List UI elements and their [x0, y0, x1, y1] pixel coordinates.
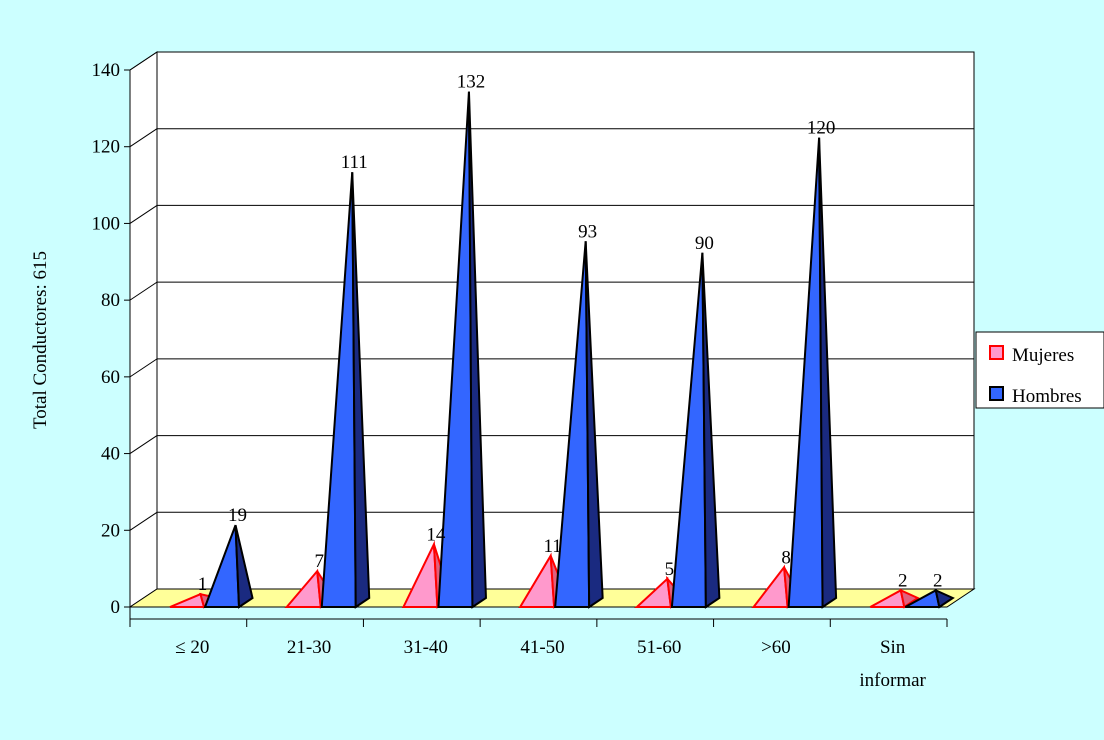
data-label-hombres-sin-informar: 2	[933, 570, 943, 591]
bar-side-face	[467, 91, 487, 609]
x-tick-label-41-50: 41-50	[520, 637, 564, 658]
x-tick-label-51-60: 51-60	[637, 637, 681, 658]
bar-side-face	[818, 137, 838, 609]
y-tick-label: 140	[92, 60, 121, 81]
y-tick-label: 20	[101, 520, 120, 541]
gridline-side	[129, 358, 158, 378]
legend-swatch-hombres	[989, 386, 1004, 401]
gridline-side	[129, 511, 158, 531]
y-tick-label: 80	[101, 290, 120, 311]
y-tick-label: 120	[92, 137, 121, 158]
bar-hombres-60	[787, 137, 838, 609]
bar-side-face	[234, 524, 254, 609]
bar-side-face	[351, 172, 371, 609]
bar-side-face	[584, 241, 604, 609]
bar-hombres-20	[203, 524, 254, 609]
data-label-hombres-41-50: 93	[578, 221, 597, 242]
bar-hombres-41-50	[554, 241, 604, 609]
gridline-side	[129, 435, 158, 454]
data-label-hombres-60: 120	[807, 118, 836, 139]
bar-hombres-sin-informar	[904, 588, 955, 609]
legend-swatch-mujeres	[989, 345, 1004, 360]
gridline-side	[129, 205, 158, 224]
x-tick-label-sin-informar-1: informar	[859, 670, 926, 691]
y-tick-label: 0	[111, 597, 121, 618]
y-tick-label: 40	[101, 444, 120, 465]
bar-hombres-51-60	[670, 252, 721, 609]
data-label-mujeres-60: 8	[781, 547, 791, 568]
x-tick-label-sin-informar-0: Sin	[880, 637, 906, 658]
x-tick-label-60: >60	[761, 637, 791, 658]
data-label-mujeres-sin-informar: 2	[898, 570, 908, 591]
data-label-mujeres-31-40: 14	[426, 524, 446, 545]
plot-side-wall	[129, 51, 158, 608]
data-label-hombres-31-40: 132	[457, 72, 486, 93]
bar-mujeres-sin-informar	[869, 588, 920, 609]
data-label-mujeres-51-60: 5	[665, 559, 675, 580]
data-label-mujeres-41-50: 11	[544, 536, 562, 557]
x-tick-label-31-40: 31-40	[404, 637, 448, 658]
data-label-hombres-51-60: 90	[695, 233, 714, 254]
data-label-mujeres-20: 1	[198, 574, 208, 595]
legend: Mujeres Hombres	[975, 331, 1104, 409]
bar-side-face	[899, 588, 920, 609]
gridline-side	[129, 51, 158, 71]
legend-label-hombres: Hombres	[1012, 386, 1082, 407]
gridline-side	[129, 281, 158, 301]
bar-side-face	[701, 252, 721, 609]
bar-side-face	[934, 588, 955, 609]
bar-hombres-31-40	[437, 91, 487, 609]
y-axis-title: Total Conductores: 615	[30, 251, 51, 429]
data-label-mujeres-21-30: 7	[314, 551, 324, 572]
y-tick-label: 100	[92, 213, 121, 234]
x-tick-label-20: ≤ 20	[175, 637, 209, 658]
x-tick-label-21-30: 21-30	[287, 637, 331, 658]
y-tick-label: 60	[101, 367, 120, 388]
data-label-hombres-20: 19	[228, 505, 247, 526]
bar-hombres-21-30	[320, 172, 371, 609]
gridline-side	[129, 128, 158, 148]
legend-label-mujeres: Mujeres	[1012, 345, 1074, 366]
data-label-hombres-21-30: 111	[341, 152, 368, 173]
